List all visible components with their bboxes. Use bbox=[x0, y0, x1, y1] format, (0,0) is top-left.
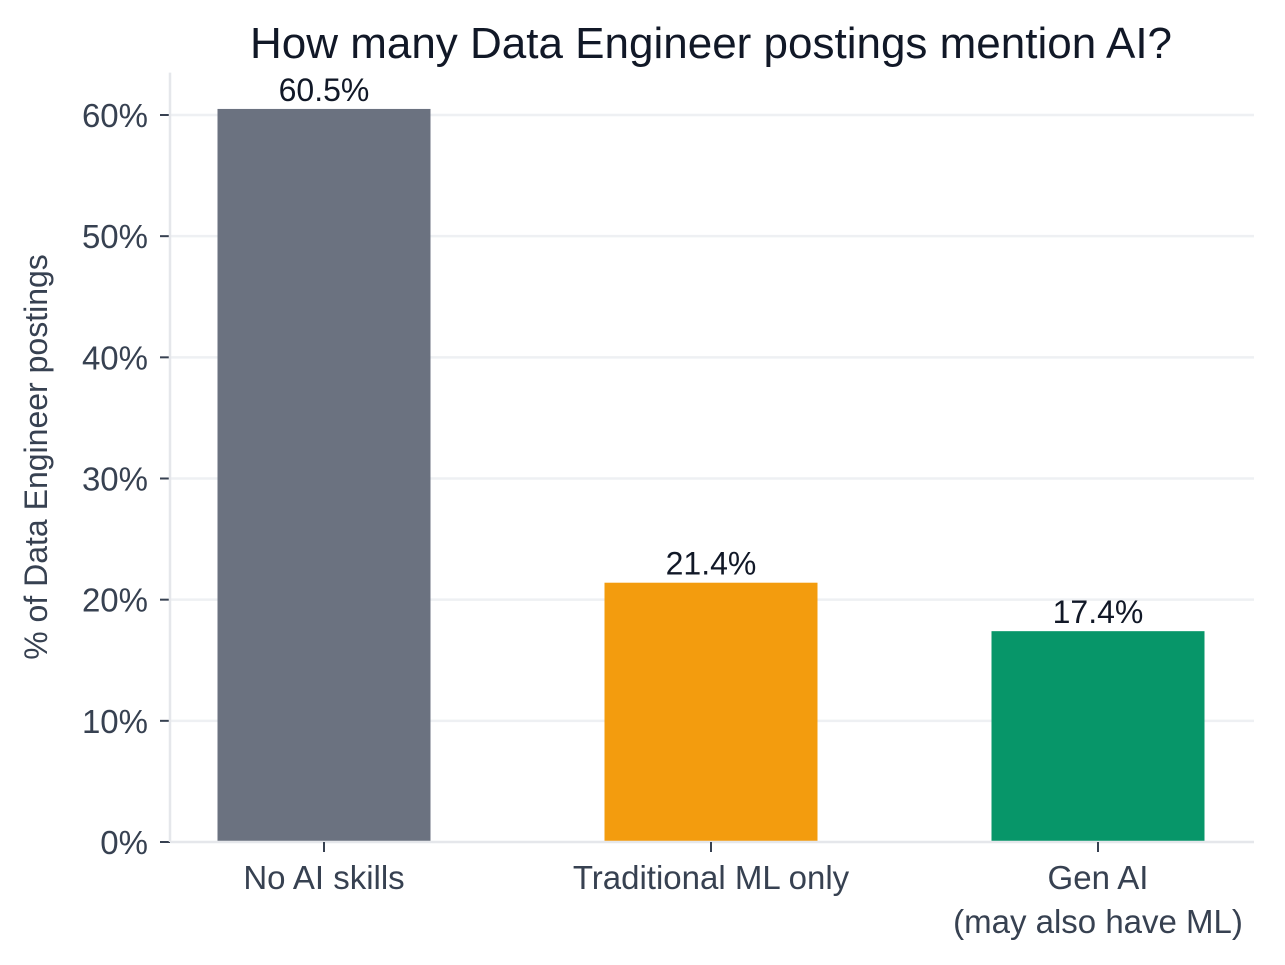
labels: 0% 10% 20% 30% 40% 50% 60% 60.5% No AI skills 21.… bbox=[82, 72, 1243, 940]
y-tick-label: 0% bbox=[100, 824, 148, 861]
y-tick-label: 40% bbox=[82, 339, 148, 376]
x-tick-label: Gen AI bbox=[1048, 859, 1149, 896]
y-tick-label: 50% bbox=[82, 218, 148, 255]
bar bbox=[991, 631, 1205, 842]
bar-value-label: 60.5% bbox=[279, 72, 370, 108]
bar-value-label: 17.4% bbox=[1053, 594, 1144, 630]
y-tick-label: 20% bbox=[82, 582, 148, 619]
x-tick-label: No AI skills bbox=[243, 859, 404, 896]
bar bbox=[604, 582, 818, 842]
bar-value-label: 21.4% bbox=[666, 546, 757, 582]
y-tick-label: 30% bbox=[82, 461, 148, 498]
bar bbox=[217, 108, 431, 843]
axes bbox=[160, 72, 1254, 852]
y-tick-label: 10% bbox=[82, 703, 148, 740]
y-tick-label: 60% bbox=[82, 97, 148, 134]
x-tick-label: Traditional ML only bbox=[573, 859, 850, 896]
bars bbox=[217, 108, 1205, 843]
chart-title: How many Data Engineer postings mention … bbox=[250, 19, 1172, 68]
y-axis-label: % of Data Engineer postings bbox=[18, 254, 54, 660]
x-tick-label: (may also have ML) bbox=[953, 903, 1243, 940]
